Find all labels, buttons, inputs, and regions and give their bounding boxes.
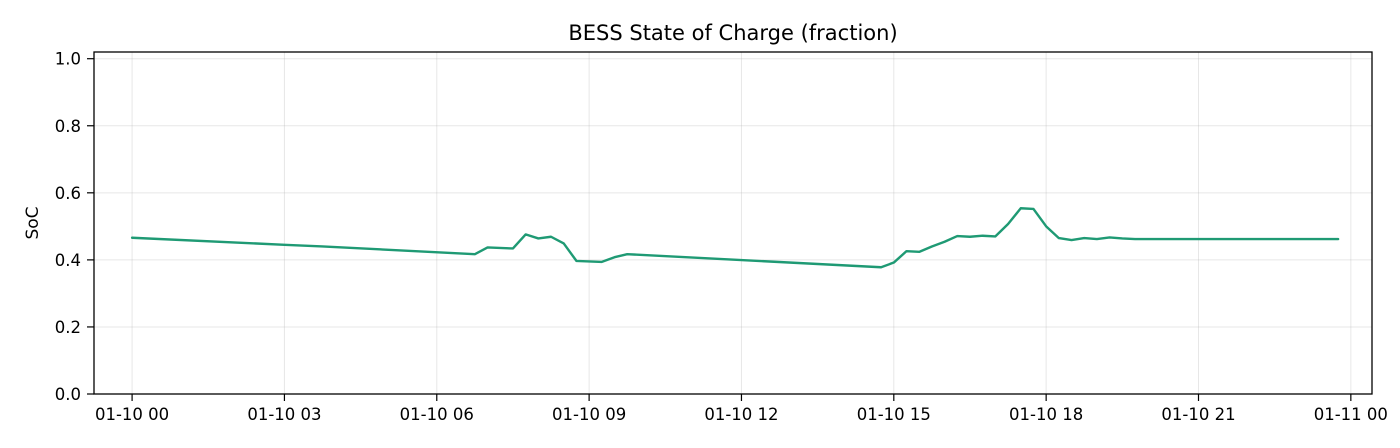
x-tick-label: 01-10 00 [95,405,169,424]
x-tick-label: 01-10 03 [247,405,321,424]
x-tick-label: 01-10 06 [400,405,474,424]
x-tick-label: 01-10 18 [1009,405,1083,424]
y-tick-label: 0.4 [55,251,81,270]
series-layer [130,207,1340,269]
y-tick-label: 0.6 [55,184,81,203]
x-tick-label: 01-10 15 [857,405,931,424]
x-tick-label: 01-10 09 [552,405,626,424]
x-tick-label: 01-11 00 [1314,405,1388,424]
y-tick-label: 0.2 [55,318,81,337]
chart-title: BESS State of Charge (fraction) [568,21,897,45]
y-tick-label: 0.8 [55,117,81,136]
x-tick-label: 01-10 12 [704,405,778,424]
y-tick-label: 0.0 [55,385,81,404]
x-tick-label: 01-10 21 [1161,405,1235,424]
y-axis-label: SoC [23,206,43,239]
soc-series-line [130,207,1340,269]
plot-area-frame [93,51,1373,395]
tick-layer: 01-10 00 01-10 03 01-10 06 01-10 09 01-10 12… [55,50,1388,424]
y-tick-label: 1.0 [55,50,81,69]
